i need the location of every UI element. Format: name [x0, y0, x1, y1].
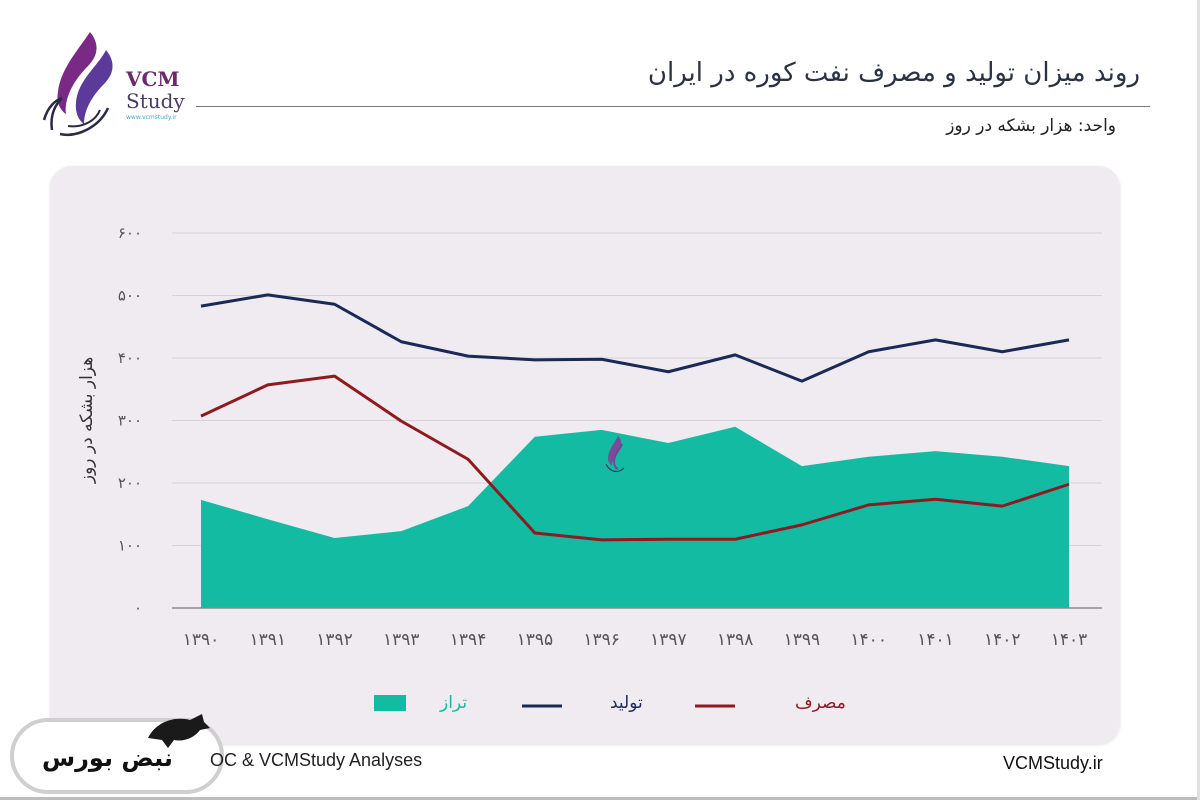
y-tick-label: ۳۰۰ — [118, 412, 142, 430]
legend: تراز تولید مصرف — [374, 693, 846, 713]
x-tick-label: ۱۳۹۴ — [450, 630, 487, 650]
logo-vcm: VCM — [126, 67, 180, 91]
x-tick-label: ۱۳۹۸ — [717, 630, 754, 650]
x-tick-label: ۱۳۹۷ — [650, 630, 687, 650]
x-axis-ticks: ۱۳۹۰ ۱۳۹۱ ۱۳۹۲ ۱۳۹۳ ۱۳۹۴ ۱۳۹۵ ۱۳۹۶ ۱۳۹۷ ۱۳۹۸ ۱۳۹۹… — [183, 630, 1088, 650]
series-area-balance — [201, 426, 1069, 608]
legend-item: تراز — [374, 693, 467, 713]
series-line-consumption — [200, 374, 1070, 542]
bottom-border — [0, 797, 1200, 800]
logo-url: www.vcmstudy.ir — [126, 114, 177, 121]
y-tick-label: ۲۰۰ — [118, 474, 142, 492]
right-border — [1197, 0, 1200, 800]
y-tick-label: ۰ — [134, 599, 142, 617]
logo-study: Study — [126, 89, 185, 113]
badge-text: نبض بورس — [42, 744, 173, 772]
x-tick-label: ۱۳۹۶ — [583, 630, 620, 650]
x-tick-label: ۱۴۰۱ — [917, 630, 954, 650]
y-tick-label: ۱۰۰ — [118, 537, 142, 555]
unit-label: واحد: هزار بشکه در روز — [946, 116, 1116, 136]
y-tick-label: ۴۰۰ — [118, 349, 142, 367]
vcm-logo — [38, 30, 198, 140]
website-link[interactable]: VCMStudy.ir — [1003, 753, 1103, 773]
page-title: روند میزان تولید و مصرف نفت کوره در ایرا… — [647, 58, 1140, 88]
x-tick-label: ۱۳۹۳ — [383, 630, 420, 650]
x-tick-label: ۱۳۹۹ — [784, 630, 821, 650]
legend-swatch — [374, 695, 406, 711]
legend-item: تولید — [522, 693, 643, 713]
legend-label: تراز — [439, 693, 467, 713]
legend-item: مصرف — [695, 693, 846, 713]
legend-label: تولید — [610, 693, 643, 713]
source-text: OC & VCMStudy Analyses — [210, 750, 423, 770]
x-tick-label: ۱۳۹۵ — [517, 630, 554, 650]
legend-label: مصرف — [795, 693, 846, 713]
y-axis-ticks: ۰ ۱۰۰ ۲۰۰ ۳۰۰ ۴۰۰ ۵۰۰ ۶۰۰ — [118, 224, 142, 617]
bull-icon — [148, 714, 210, 748]
x-tick-label: ۱۴۰۲ — [984, 630, 1021, 650]
header-divider — [196, 106, 1150, 107]
nabz-bourse-badge: نبض بورس — [10, 714, 224, 794]
x-tick-label: ۱۳۹۲ — [316, 630, 353, 650]
x-tick-label: ۱۴۰۳ — [1051, 630, 1088, 650]
watermark-logo-icon — [605, 436, 625, 473]
x-tick-label: ۱۳۹۱ — [250, 630, 287, 650]
y-tick-label: ۶۰۰ — [118, 224, 142, 242]
series-line-production — [200, 293, 1070, 383]
logo-text: VCM Study www.vcmstudy.ir — [126, 68, 185, 121]
x-tick-label: ۱۳۹۰ — [183, 630, 220, 650]
y-tick-label: ۵۰۰ — [118, 287, 142, 305]
flame-logo-icon — [42, 32, 113, 137]
x-tick-label: ۱۴۰۰ — [850, 630, 887, 650]
y-axis-title: هزار بشکه در روز — [77, 357, 97, 484]
series-group — [200, 293, 1070, 608]
